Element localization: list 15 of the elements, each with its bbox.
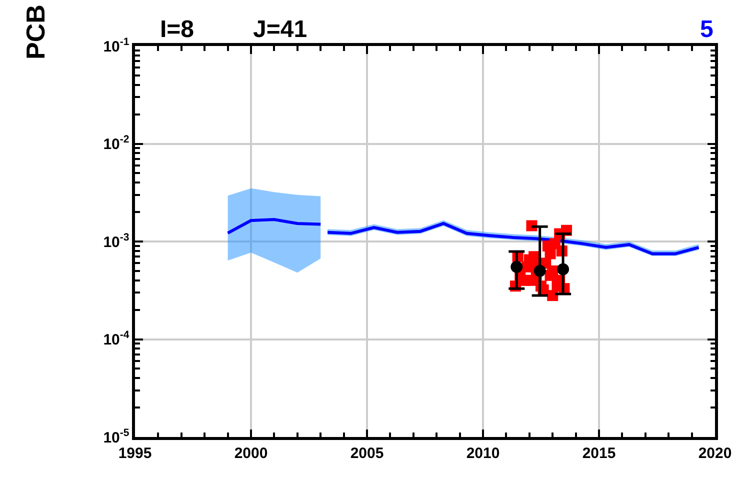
x-tick-label: 2005: [350, 444, 384, 462]
text: I=8: [160, 16, 194, 43]
text: 5: [700, 16, 714, 43]
x-tick-label: 2015: [582, 444, 616, 462]
y-tick-label: 10$^{-5}$: [103, 426, 130, 446]
y-tick-label: 10$^{-1}$: [103, 36, 130, 56]
text: J=41: [253, 16, 308, 43]
y-tick-label: 10$^{-2}$: [103, 134, 130, 153]
x-tick-label: 1995: [118, 444, 152, 462]
y-tick-label: 10$^{-4}$: [103, 329, 130, 348]
y-tick-label: 10$^{-3}$: [103, 231, 130, 251]
y-axis-title: PCB: [20, 4, 51, 60]
x-tick-label: 2000: [234, 444, 268, 462]
x-tick-label: 2020: [698, 444, 732, 462]
x-tick-label: 2010: [466, 444, 500, 462]
